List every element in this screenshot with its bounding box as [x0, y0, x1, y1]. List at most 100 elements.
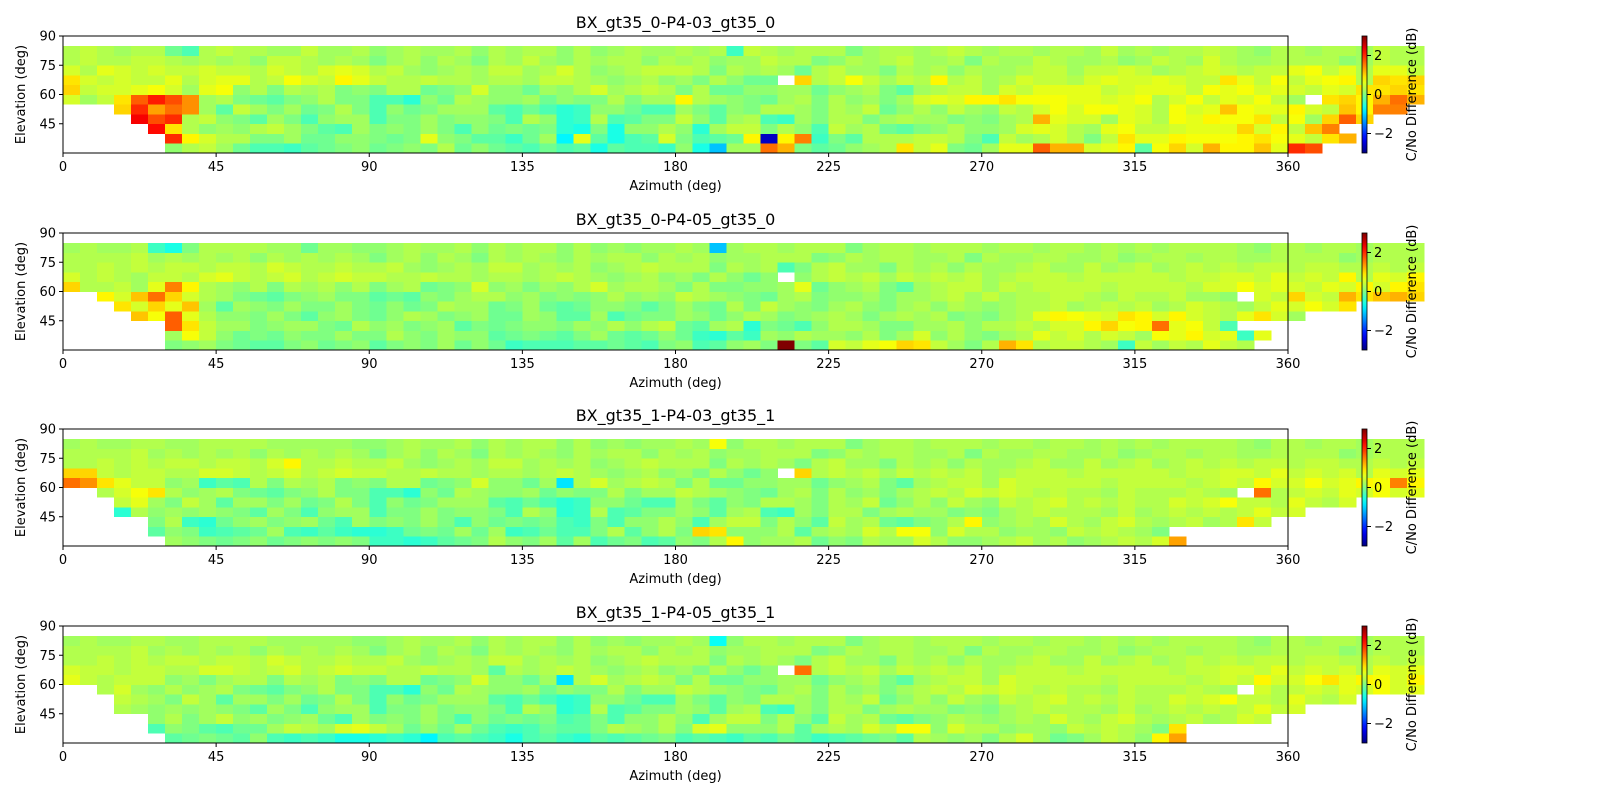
heatmap-cell	[845, 635, 864, 646]
heatmap-cell	[1202, 704, 1221, 715]
heatmap-cell	[352, 143, 370, 154]
heatmap-cell	[199, 340, 217, 351]
heatmap-cell	[913, 645, 932, 656]
heatmap-cell	[1407, 75, 1425, 86]
heatmap-cell	[862, 133, 881, 144]
heatmap-cell	[80, 45, 98, 56]
heatmap-cell	[386, 477, 404, 488]
heatmap-cell	[658, 733, 676, 744]
heatmap-cell	[1168, 477, 1187, 488]
heatmap-cell	[1015, 45, 1034, 56]
heatmap-cell	[199, 645, 217, 656]
heatmap-cell	[1305, 55, 1323, 66]
heatmap-cell	[930, 665, 949, 676]
heatmap-cell	[1339, 301, 1357, 312]
heatmap-cell	[63, 468, 81, 479]
heatmap-cell	[726, 723, 744, 734]
heatmap-cell	[318, 242, 336, 253]
heatmap-cell	[1236, 330, 1255, 341]
y-tick-label: 75	[39, 649, 56, 664]
heatmap-cell	[675, 55, 693, 66]
heatmap-cell	[794, 458, 813, 469]
heatmap-cell	[1032, 536, 1051, 547]
heatmap-cell	[1202, 133, 1221, 144]
heatmap-cell	[607, 733, 625, 744]
heatmap-cell	[760, 665, 778, 676]
heatmap-cell	[454, 242, 472, 253]
heatmap-cell	[267, 84, 285, 95]
heatmap-cell	[1288, 143, 1306, 154]
heatmap-cell	[828, 536, 847, 547]
heatmap-cell	[250, 438, 268, 449]
heatmap-cell	[420, 665, 438, 676]
heatmap-cell	[811, 340, 830, 351]
heatmap-cell	[947, 242, 966, 253]
heatmap-cell	[930, 704, 949, 715]
heatmap-cell	[930, 133, 949, 144]
heatmap-cell	[624, 448, 642, 459]
heatmap-cell	[760, 448, 778, 459]
y-tick-label: 75	[39, 59, 56, 74]
heatmap-cell	[981, 94, 1000, 105]
heatmap-cell	[250, 252, 268, 263]
heatmap-cell	[301, 635, 319, 646]
heatmap-cell	[607, 311, 625, 322]
heatmap-cell	[1015, 272, 1034, 283]
heatmap-cell	[437, 684, 455, 695]
heatmap-cell	[913, 94, 932, 105]
heatmap-cell	[913, 536, 932, 547]
heatmap-cell	[862, 487, 881, 498]
heatmap-cell	[930, 507, 949, 518]
heatmap-cell	[437, 75, 455, 86]
heatmap-cell	[1032, 684, 1051, 695]
heatmap-cell	[216, 713, 234, 724]
heatmap-cell	[1185, 143, 1204, 154]
heatmap-cell	[505, 123, 523, 134]
heatmap-cell	[590, 723, 608, 734]
heatmap-cell	[539, 45, 557, 56]
x-tick-label: 0	[59, 160, 67, 175]
heatmap-cell	[947, 507, 966, 518]
heatmap-cell	[522, 507, 540, 518]
heatmap-cell	[131, 635, 149, 646]
heatmap-cell	[794, 645, 813, 656]
heatmap-cell	[1151, 133, 1170, 144]
heatmap-cell	[301, 438, 319, 449]
heatmap-cell	[284, 487, 302, 498]
heatmap-cell	[1032, 330, 1051, 341]
heatmap-cell	[1134, 291, 1153, 302]
x-tick-label: 180	[663, 553, 688, 568]
heatmap-cell	[403, 55, 421, 66]
heatmap-cell	[726, 448, 744, 459]
heatmap-cell	[182, 448, 200, 459]
heatmap-cell	[1202, 301, 1221, 312]
heatmap-cell	[760, 94, 778, 105]
heatmap-cell	[675, 458, 693, 469]
heatmap-cell	[284, 133, 302, 144]
heatmap-cell	[267, 635, 285, 646]
heatmap-cell	[114, 635, 132, 646]
heatmap-cell	[80, 438, 98, 449]
heatmap-cell	[981, 84, 1000, 95]
heatmap-cell	[369, 75, 387, 86]
heatmap-cell	[1049, 65, 1068, 76]
heatmap-cell	[845, 674, 864, 685]
heatmap-cell	[743, 645, 761, 656]
heatmap-cell	[709, 655, 727, 666]
heatmap-cell	[97, 665, 115, 676]
heatmap-cell	[250, 516, 268, 527]
heatmap-cell	[301, 516, 319, 527]
heatmap-cell	[624, 723, 642, 734]
heatmap-cell	[539, 94, 557, 105]
heatmap-cell	[352, 330, 370, 341]
heatmap-cell	[165, 713, 183, 724]
heatmap-cell	[148, 516, 166, 527]
heatmap-cell	[862, 694, 881, 705]
heatmap-cell	[420, 497, 438, 508]
heatmap-cell	[998, 684, 1017, 695]
heatmap-cell	[641, 340, 659, 351]
heatmap-cell	[199, 507, 217, 518]
heatmap-cell	[148, 114, 166, 125]
heatmap-cell	[301, 320, 319, 331]
heatmap-cell	[573, 143, 591, 154]
